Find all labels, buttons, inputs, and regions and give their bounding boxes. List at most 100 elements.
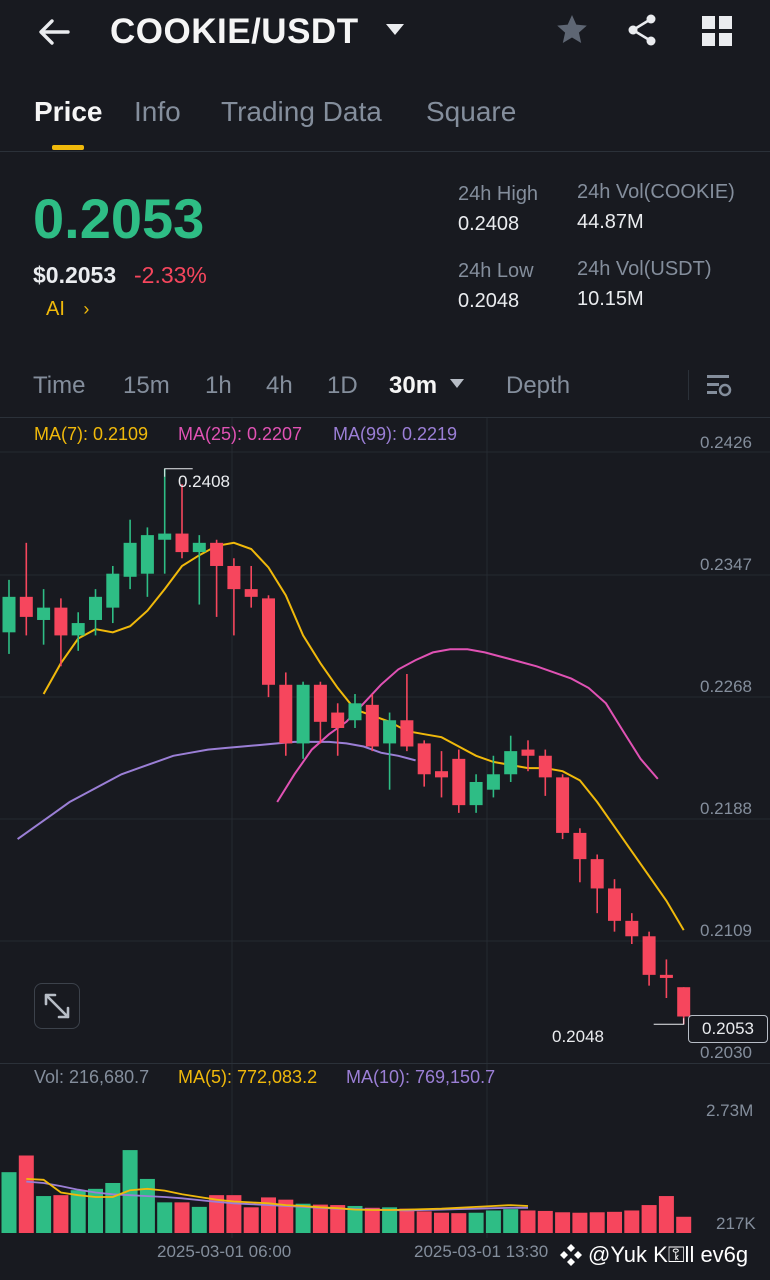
caret-down-icon[interactable] [450,379,464,388]
volume-ma-lines [26,1178,529,1212]
vol-usdt-value: 10.15M [577,288,644,310]
expand-icon [44,993,70,1019]
volume-bar [676,1216,692,1233]
candle-body [486,774,500,790]
pair-title[interactable]: COOKIE/USDT [110,12,359,51]
interval-30m[interactable]: 30m [389,372,438,399]
candle-body [331,712,345,728]
x-tick: 2025-03-01 06:00 [157,1242,292,1261]
volume-bar [243,1207,259,1233]
ma99-line [17,740,416,840]
volume-bar [191,1206,207,1233]
candle-body [677,987,691,1017]
vol-usdt-label: 24h Vol(USDT) [577,258,712,280]
candle-body [106,573,120,608]
volume-bar [382,1207,398,1233]
candle-body [89,596,102,620]
candle-body [608,888,621,921]
x-tick: 2025-03-01 13:30 [414,1242,549,1261]
ai-label: AI [46,298,65,320]
volume-bar [364,1207,380,1233]
vol-ma5-legend: MA(5): 772,083.2 [178,1067,318,1087]
volume-bar [174,1202,190,1233]
tab-price[interactable]: Price [34,96,103,127]
low-value: 0.2048 [458,290,520,312]
tab-info[interactable]: Info [134,96,181,127]
back-arrow-icon[interactable] [36,14,72,50]
candle-body [573,832,587,860]
volume-bar [278,1199,294,1233]
y-tick: 0.2188 [700,799,752,818]
top-bar: COOKIE/USDT [0,0,770,70]
volume-bar [70,1190,86,1233]
ma25-legend: MA(25): 0.2207 [178,424,303,444]
low-label: 24h Low [458,260,534,282]
candle-body [37,607,51,620]
star-icon[interactable] [554,12,590,48]
low-marker-label: 0.2048 [552,1027,604,1046]
volume-bar [468,1212,484,1233]
volume-bar [451,1213,467,1233]
volume-bar [105,1182,121,1233]
volume-bar [1,1172,17,1233]
ma7-line [42,541,685,931]
volume-bar [503,1209,519,1233]
usd-price: $0.2053 [33,262,117,288]
volume-bar [658,1196,674,1233]
last-price: 0.2053 [33,187,205,250]
vol-ma5-line [26,1178,529,1211]
divider [0,417,770,418]
volume-bar [641,1205,657,1233]
grid-icon[interactable] [700,14,734,48]
y-tick: 0.2109 [700,921,752,940]
last-price-tag: 0.2053 [688,1015,768,1043]
candle-body [210,542,224,566]
ma7-legend: MA(7): 0.2109 [34,424,149,444]
ai-link[interactable]: AI › [46,298,89,321]
price-change-percent: -2.33% [134,262,207,288]
candle-body [365,704,379,747]
volume-bar [624,1210,640,1233]
low-marker-line [653,1018,685,1025]
volume-bar [416,1211,432,1233]
volume-bar [36,1196,52,1233]
interval-1h[interactable]: 1h [205,372,232,399]
volume-bar [157,1202,173,1233]
volume-bar [537,1210,553,1233]
candle-body [2,596,16,633]
volume-bar [520,1210,536,1233]
vol-coin-value: 44.87M [577,211,644,233]
active-tab-indicator [52,145,84,150]
volume-bar [312,1204,328,1233]
interval-time[interactable]: Time [33,372,86,399]
candle-body [123,542,137,577]
candle-body [400,720,414,747]
tab-square[interactable]: Square [426,96,517,127]
chart-settings-icon[interactable] [704,370,734,400]
interval-15m[interactable]: 15m [123,372,170,399]
interval-depth[interactable]: Depth [506,372,571,399]
divider [688,370,689,400]
interval-1d[interactable]: 1D [327,372,358,399]
caret-down-icon[interactable] [386,24,404,35]
vol-ma10-line [26,1180,528,1212]
volume-bar [347,1205,363,1233]
volume-bar [555,1212,571,1233]
volume-bar [330,1205,346,1233]
fullscreen-button[interactable] [34,983,80,1029]
high-marker-line [164,468,193,477]
candle-body [54,607,68,636]
share-icon[interactable] [624,12,660,48]
candlestick-chart[interactable] [0,418,770,1238]
interval-4h[interactable]: 4h [266,372,293,399]
tab-trading-data[interactable]: Trading Data [221,96,382,127]
candle-body [625,920,639,937]
candle-body [435,771,448,778]
candle-body [175,533,189,553]
y-tick: 0.2030 [700,1043,752,1062]
candle-body [262,598,275,685]
volume-bar [295,1203,311,1233]
volume-bar [18,1155,34,1233]
candle-body [469,781,483,806]
candle-body [642,936,656,975]
